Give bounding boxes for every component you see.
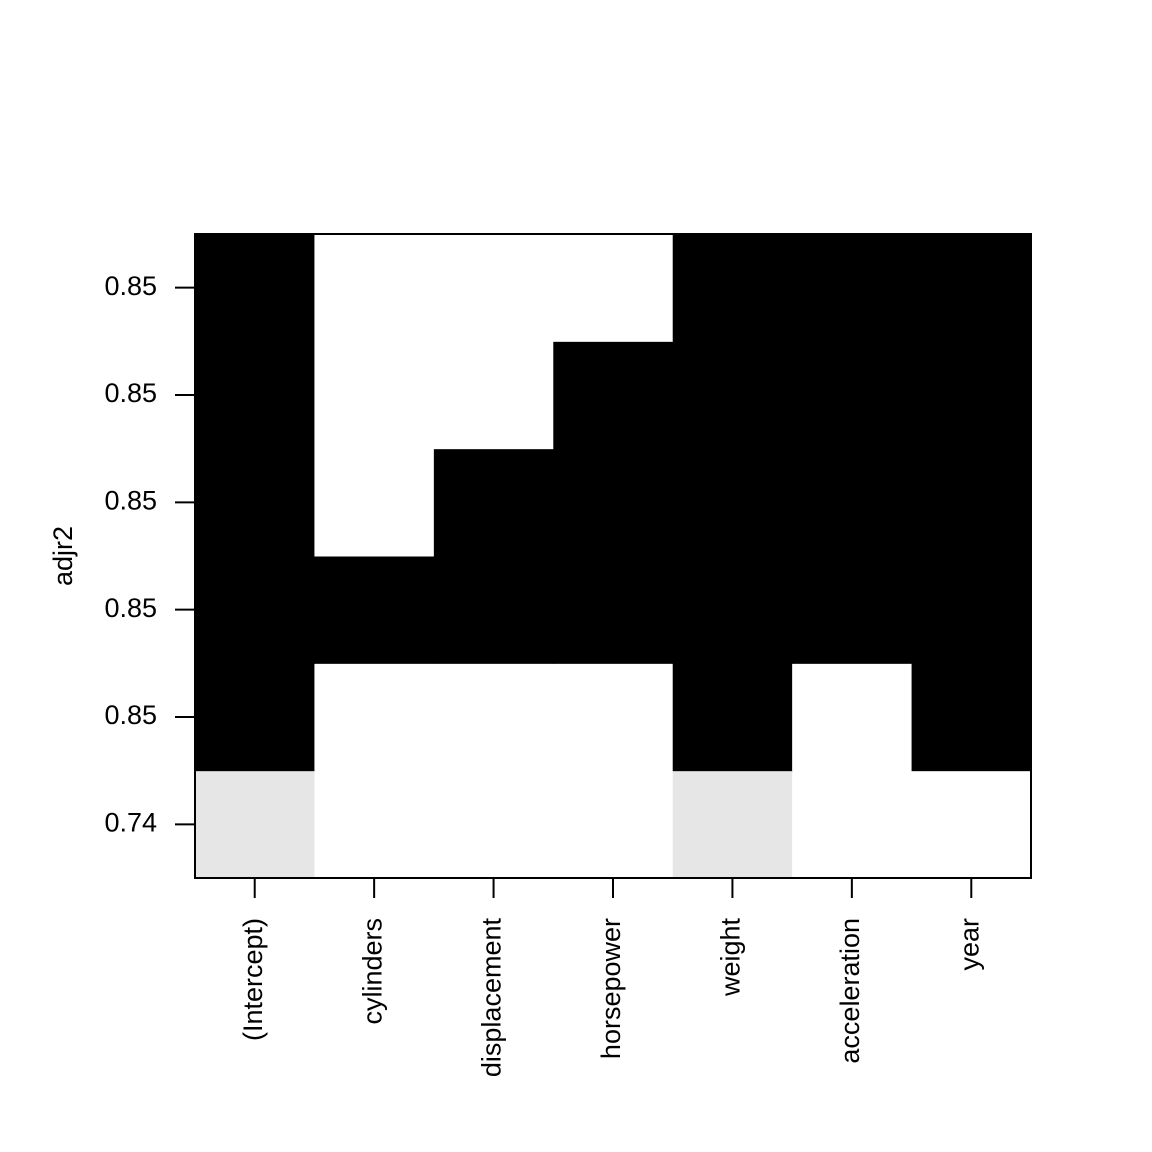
cell [672,556,793,664]
cell [553,234,674,342]
x-tick-label: weight [716,918,746,998]
y-tick-label: 0.85 [104,485,157,515]
y-tick-label: 0.74 [104,807,157,837]
cell [672,234,793,342]
y-tick-label: 0.85 [104,700,157,730]
cell [911,770,1032,879]
cell [672,770,793,879]
cell [195,234,315,342]
x-tick-label: horsepower [596,918,626,1059]
cell [433,770,554,879]
cell [433,663,554,772]
y-tick-label: 0.85 [104,378,157,408]
cell [911,341,1032,450]
y-axis-label: adjr2 [48,526,78,586]
x-tick-label: (Intercept) [238,918,268,1041]
cell [792,341,913,450]
cell [433,341,554,450]
cell [792,770,913,879]
cell [195,448,315,557]
cell [911,663,1032,772]
cell [553,448,674,557]
cell [792,663,913,772]
cell [314,770,435,879]
cell [314,341,435,450]
cell [792,448,913,557]
cell [672,663,793,772]
cell [433,448,554,557]
cell [314,663,435,772]
y-tick-label: 0.85 [104,593,157,623]
cell [195,556,315,664]
cell [314,556,435,664]
x-tick-label: acceleration [835,918,865,1064]
cell [433,234,554,342]
x-tick-label: cylinders [357,918,387,1025]
cell [792,234,913,342]
cell [911,448,1032,557]
cell [195,341,315,450]
cell [911,556,1032,664]
cell [911,234,1032,342]
cell [672,341,793,450]
cell [195,663,315,772]
cell [553,341,674,450]
cell [314,448,435,557]
cell [433,556,554,664]
y-tick-label: 0.85 [104,271,157,301]
cell [553,770,674,879]
cell [553,556,674,664]
cell [672,448,793,557]
cell [195,770,315,879]
cell [792,556,913,664]
cell [314,234,435,342]
cell [553,663,674,772]
plot-frame [194,233,1032,879]
x-tick-label: displacement [477,918,507,1078]
x-tick-label: year [954,918,984,971]
